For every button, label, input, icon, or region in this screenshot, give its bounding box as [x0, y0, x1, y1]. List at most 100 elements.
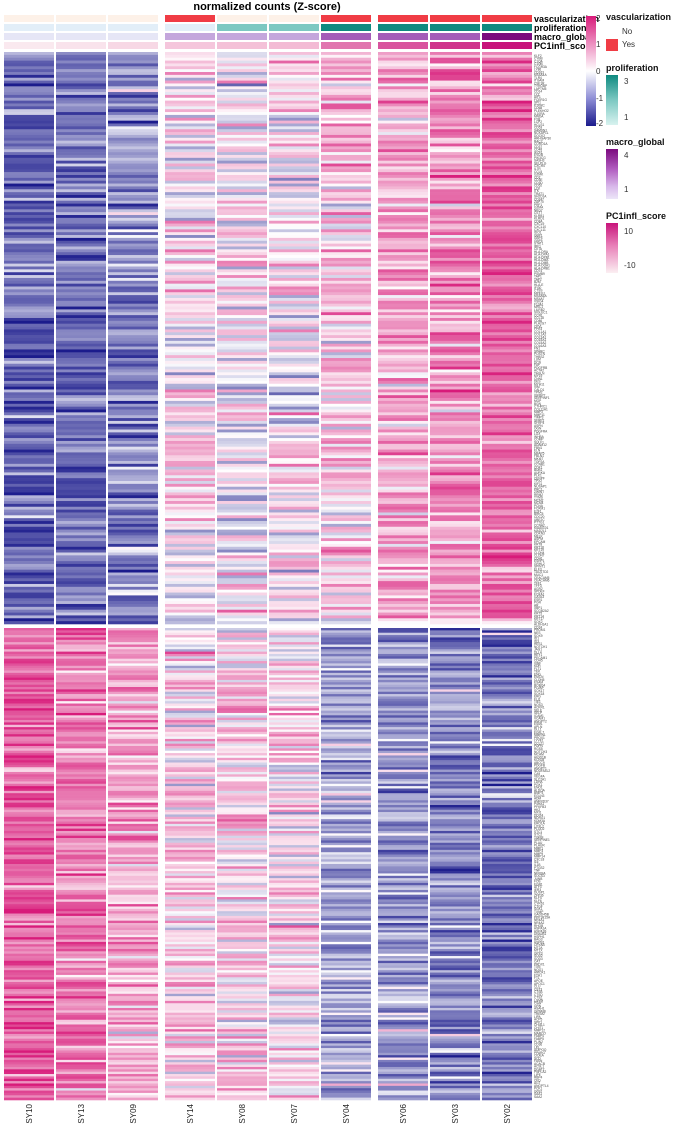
- heatmap-cell: [378, 289, 428, 293]
- gene-label: CEACAM5: [534, 576, 550, 580]
- annotation-cell-proliferation: [108, 24, 158, 31]
- heatmap-cell: [165, 684, 215, 688]
- heatmap-cell: [430, 951, 480, 954]
- heatmap-cell: [378, 956, 428, 959]
- heatmap-cell: [4, 653, 54, 657]
- heatmap-cell: [269, 157, 319, 161]
- heatmap-cell: [269, 1012, 319, 1016]
- heatmap-cell: [165, 871, 215, 874]
- heatmap-cell: [217, 615, 267, 619]
- heatmap-cell: [378, 286, 428, 290]
- heatmap-cell: [217, 826, 267, 829]
- heatmap-cell: [56, 1022, 106, 1025]
- gene-label: MMP1: [534, 846, 543, 850]
- heatmap-cell: [108, 123, 158, 127]
- heatmap-cell: [430, 72, 480, 76]
- heatmap-cell: [321, 764, 371, 768]
- heatmap-cell: [269, 400, 319, 405]
- heatmap-cell: [4, 887, 54, 891]
- heatmap-cell: [378, 555, 428, 559]
- heatmap-cell: [165, 651, 215, 655]
- heatmap-cell: [108, 595, 158, 599]
- heatmap-cell: [269, 152, 319, 156]
- heatmap-cell: [482, 172, 532, 176]
- heatmap-cell: [430, 409, 480, 413]
- heatmap-cell: [378, 677, 428, 681]
- heatmap-cell: [165, 215, 215, 219]
- heatmap-cell: [430, 483, 480, 488]
- heatmap-cell: [378, 383, 428, 387]
- heatmap-cell: [321, 663, 371, 667]
- gene-label: FOXA1: [534, 592, 545, 596]
- heatmap-cell: [217, 449, 267, 453]
- heatmap-cell: [482, 243, 532, 247]
- heatmap-cell: [378, 930, 428, 933]
- heatmap-cell: [430, 779, 480, 782]
- heatmap-cell: [217, 143, 267, 147]
- heatmap-cell: [165, 149, 215, 153]
- gene-label: IL1B: [534, 863, 541, 867]
- heatmap-cell: [378, 746, 428, 749]
- gene-label: ESAM: [534, 681, 543, 685]
- heatmap-cell: [269, 326, 319, 330]
- heatmap-cell: [378, 826, 428, 829]
- heatmap-cell: [378, 663, 428, 667]
- heatmap-cell: [321, 546, 371, 550]
- heatmap-cell: [56, 717, 106, 721]
- heatmap-cell: [269, 235, 319, 239]
- heatmap-cell: [165, 352, 215, 356]
- heatmap-cell: [482, 432, 532, 436]
- heatmap-cell: [108, 172, 158, 176]
- heatmap-cell: [378, 932, 428, 936]
- heatmap-cell: [378, 589, 428, 593]
- gene-label: NR4A1: [534, 918, 545, 922]
- heatmap-cell: [378, 498, 428, 502]
- heatmap-cell: [430, 246, 480, 250]
- heatmap-cell: [4, 174, 54, 179]
- heatmap-cell: [4, 708, 54, 711]
- heatmap-cell: [4, 767, 54, 770]
- heatmap-cell: [4, 217, 54, 222]
- heatmap-cell: [269, 771, 319, 775]
- heatmap-cell: [430, 1043, 480, 1047]
- heatmap-cell: [321, 1033, 371, 1037]
- heatmap-cell: [430, 523, 480, 528]
- heatmap-cell: [269, 920, 319, 924]
- heatmap-cell: [165, 177, 215, 181]
- heatmap-cell: [4, 243, 54, 247]
- heatmap-cell: [378, 326, 428, 330]
- heatmap-cell: [430, 569, 480, 573]
- gene-label: FBN1: [534, 446, 542, 450]
- gene-label: CD163: [534, 70, 544, 74]
- heatmap-cell: [165, 69, 215, 73]
- heatmap-cell: [430, 269, 480, 273]
- heatmap-cell: [378, 979, 428, 983]
- heatmap-cell: [321, 526, 371, 530]
- heatmap-cell: [56, 460, 106, 465]
- heatmap-cell: [56, 52, 106, 56]
- heatmap-cell: [56, 679, 106, 683]
- heatmap-cell: [217, 255, 267, 259]
- heatmap-cell: [56, 154, 106, 159]
- heatmap-cell: [165, 979, 215, 983]
- gene-label: PRF1: [534, 203, 542, 207]
- heatmap-cell: [217, 323, 267, 327]
- heatmap-cell: [482, 209, 532, 213]
- gene-label: ERG: [534, 695, 541, 699]
- heatmap-cell: [482, 366, 532, 370]
- heatmap-cell: [4, 986, 54, 990]
- heatmap-cell: [378, 1048, 428, 1051]
- gene-label: IL7R: [534, 167, 541, 171]
- heatmap-cell: [217, 621, 267, 625]
- heatmap-cell: [430, 418, 480, 422]
- heatmap-cell: [217, 609, 267, 613]
- heatmap-cell: [430, 897, 480, 900]
- heatmap-cell: [4, 944, 54, 947]
- heatmap-cell: [482, 326, 532, 330]
- heatmap-cell: [430, 814, 480, 818]
- heatmap-cell: [165, 389, 215, 393]
- heatmap-cell: [321, 255, 371, 259]
- heatmap-cell: [165, 882, 215, 886]
- heatmap-cell: [217, 229, 267, 233]
- heatmap-cell: [430, 1057, 480, 1061]
